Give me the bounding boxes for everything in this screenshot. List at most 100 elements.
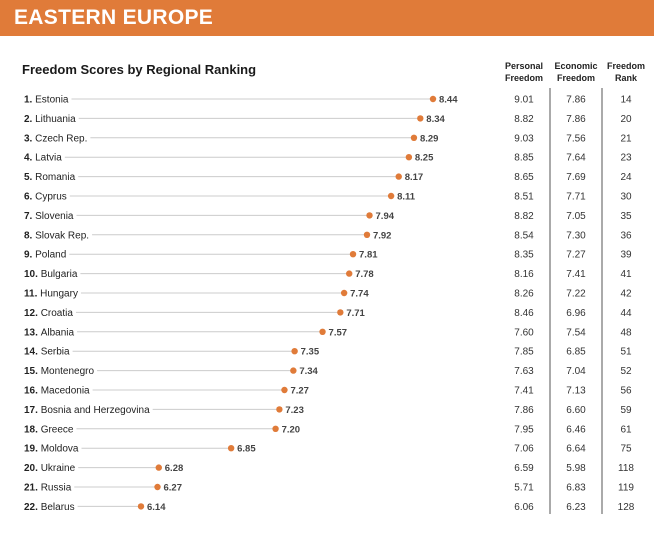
country-name: Cyprus (35, 192, 67, 203)
economic-freedom-cell: 7.41 (566, 269, 586, 280)
economic-freedom-cell: 7.05 (566, 211, 586, 222)
personal-freedom-cell: 7.85 (514, 347, 534, 358)
country-label: 11. Hungary (24, 289, 78, 300)
country-name: Russia (41, 483, 72, 494)
country-label: 9. Poland (24, 250, 66, 261)
score-dot (337, 309, 344, 316)
score-label: 8.44 (439, 95, 458, 106)
header-economic-line1: Economic (554, 61, 598, 71)
score-label: 8.34 (426, 114, 445, 125)
economic-freedom-cell: 7.69 (566, 172, 586, 183)
country-label: 19. Moldova (24, 444, 79, 455)
country-label: 17. Bosnia and Herzegovina (24, 405, 150, 416)
economic-freedom-cell: 6.23 (566, 502, 586, 513)
personal-freedom-cell: 7.06 (514, 444, 534, 455)
score-label: 7.20 (282, 424, 301, 435)
personal-freedom-cell: 8.16 (514, 269, 534, 280)
rank-number: 20. (24, 463, 41, 474)
country-label: 15. Montenegro (24, 366, 94, 377)
score-dot (155, 464, 162, 471)
score-dot (429, 95, 437, 103)
rank-number: 19. (24, 444, 41, 455)
score-label: 7.78 (355, 269, 374, 280)
freedom-rank-cell: 42 (620, 289, 632, 300)
score-dot (405, 154, 413, 161)
country-name: Ukraine (41, 463, 76, 474)
score-label: 8.11 (397, 192, 416, 203)
country-label: 12. Croatia (24, 308, 73, 319)
country-name: Romania (35, 172, 75, 183)
chart-title: Freedom Scores by Regional Ranking (22, 62, 257, 77)
freedom-rank-cell: 23 (620, 153, 632, 164)
country-name: Slovak Rep. (35, 230, 89, 241)
personal-freedom-cell: 6.06 (514, 502, 534, 513)
country-name: Estonia (35, 95, 69, 106)
header-economic-freedom: Economic Freedom (550, 60, 602, 84)
rank-number: 12. (24, 308, 41, 319)
country-label: 6. Cyprus (24, 192, 67, 203)
freedom-rank-cell: 20 (620, 114, 632, 125)
personal-freedom-cell: 7.60 (514, 327, 534, 338)
economic-freedom-cell: 6.46 (566, 424, 586, 435)
score-label: 7.35 (301, 347, 320, 358)
score-label: 7.92 (373, 230, 392, 241)
personal-freedom-cell: 7.86 (514, 405, 534, 416)
freedom-rank-cell: 14 (620, 95, 632, 106)
freedom-rank-cell: 52 (620, 366, 632, 377)
personal-freedom-cell: 8.82 (514, 211, 534, 222)
country-name: Hungary (40, 289, 78, 300)
personal-freedom-cell: 8.65 (514, 172, 534, 183)
personal-freedom-cell: 8.85 (514, 153, 534, 164)
rank-number: 3. (24, 133, 35, 144)
country-name: Poland (35, 250, 66, 261)
personal-freedom-cell: 6.59 (514, 463, 534, 474)
score-dot (137, 503, 145, 510)
score-dot (154, 483, 161, 491)
economic-freedom-cell: 7.30 (566, 230, 586, 241)
rank-number: 16. (24, 386, 41, 397)
economic-freedom-cell: 7.04 (566, 366, 586, 377)
rank-number: 21. (24, 483, 41, 494)
economic-freedom-cell: 6.96 (566, 308, 586, 319)
economic-freedom-cell: 7.54 (566, 327, 586, 338)
score-label: 7.23 (285, 405, 304, 416)
country-label: 8. Slovak Rep. (24, 230, 89, 241)
rank-number: 4. (24, 153, 35, 164)
country-label: 2. Lithuania (24, 114, 76, 125)
region-title: EASTERN EUROPE (14, 6, 214, 29)
personal-freedom-cell: 7.41 (514, 386, 534, 397)
score-dot (417, 115, 424, 122)
freedom-rank-cell: 119 (618, 483, 634, 494)
freedom-rank-cell: 51 (620, 347, 632, 358)
freedom-rank-cell: 44 (620, 308, 632, 319)
score-label: 7.94 (376, 211, 395, 222)
freedom-rank-cell: 128 (618, 502, 635, 513)
freedom-rank-cell: 24 (620, 172, 632, 183)
country-label: 4. Latvia (24, 153, 62, 164)
score-dot (227, 445, 235, 452)
freedom-rank-cell: 118 (618, 463, 634, 474)
personal-freedom-cell: 7.63 (514, 366, 534, 377)
score-dot (366, 212, 373, 219)
economic-freedom-cell: 7.86 (566, 114, 586, 125)
rank-number: 13. (24, 327, 41, 338)
rank-number: 5. (24, 172, 35, 183)
personal-freedom-cell: 8.82 (514, 114, 534, 125)
economic-freedom-cell: 7.64 (566, 153, 586, 164)
rank-number: 2. (24, 114, 35, 125)
rank-number: 14. (24, 347, 41, 358)
personal-freedom-cell: 8.51 (514, 192, 534, 203)
rank-number: 8. (24, 230, 35, 241)
score-label: 6.85 (237, 444, 256, 455)
freedom-rank-cell: 75 (620, 444, 632, 455)
economic-freedom-cell: 6.60 (566, 405, 586, 416)
economic-freedom-cell: 7.86 (566, 95, 586, 106)
score-label: 8.17 (405, 172, 424, 183)
rank-number: 7. (24, 211, 35, 222)
score-dot (387, 192, 395, 200)
header-personal-freedom: Personal Freedom (498, 60, 550, 84)
score-dot (410, 134, 418, 141)
country-name: Croatia (41, 308, 74, 319)
header-economic-line2: Freedom (556, 73, 595, 83)
